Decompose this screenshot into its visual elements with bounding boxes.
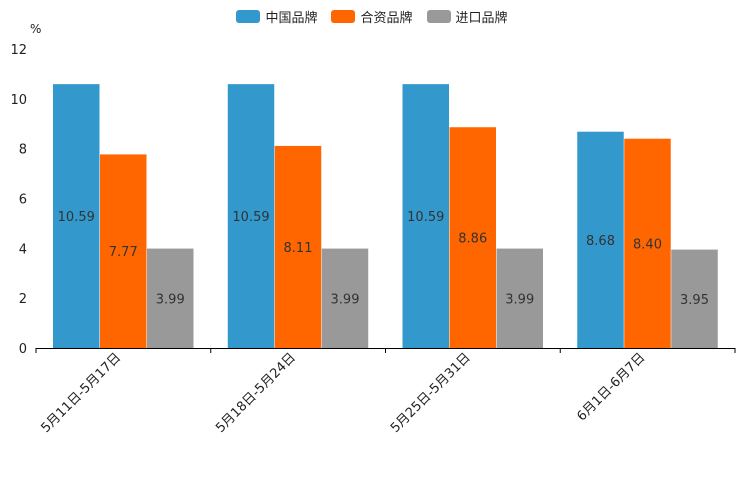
y-tick-label: 2	[19, 292, 27, 307]
y-tick-label: 6	[19, 193, 27, 208]
y-tick-label: 10	[10, 93, 27, 108]
legend-item-china-brand[interactable]: 中国品牌	[236, 7, 317, 26]
x-category-label: 5月18日-5月24日	[213, 350, 299, 436]
y-tick-label: 8	[19, 143, 27, 158]
bar[interactable]	[227, 84, 275, 348]
bar-value-label: 8.11	[284, 241, 313, 256]
bar[interactable]	[402, 84, 450, 348]
bar[interactable]	[53, 84, 100, 348]
bar[interactable]	[321, 248, 369, 348]
bar-value-label: 3.99	[505, 292, 534, 307]
legend-item-imported-brand[interactable]: 进口品牌	[426, 7, 508, 26]
legend-swatch-joint-venture-brand	[331, 10, 356, 23]
legend-label-imported-brand: 进口品牌	[455, 11, 508, 26]
y-tick-label: 4	[19, 242, 27, 257]
bar-value-label: 10.59	[58, 210, 95, 225]
y-tick-label: 12	[10, 43, 27, 58]
bar-value-label: 3.99	[156, 292, 185, 307]
legend-label-joint-venture-brand: 合资品牌	[360, 11, 413, 26]
bar[interactable]	[147, 248, 194, 348]
bar-value-label: 8.68	[586, 234, 615, 249]
bar[interactable]	[577, 131, 624, 348]
bar-value-label: 10.59	[232, 210, 269, 225]
x-category-label: 6月1日-6月7日	[574, 350, 648, 424]
bar[interactable]	[100, 154, 147, 348]
legend-label-china-brand: 中国品牌	[265, 11, 318, 26]
bar[interactable]	[496, 248, 544, 348]
x-category-label: 5月11日-5月17日	[38, 350, 124, 436]
bar-value-label: 3.95	[680, 293, 709, 308]
y-axis-unit-label: %	[30, 22, 42, 36]
bar[interactable]	[274, 145, 322, 348]
bar[interactable]	[449, 127, 497, 348]
bar[interactable]	[624, 138, 671, 348]
bar-value-label: 10.59	[407, 210, 444, 225]
bar-value-label: 7.77	[109, 245, 138, 260]
legend-item-joint-venture-brand[interactable]: 合资品牌	[331, 7, 413, 26]
bar-value-label: 3.99	[331, 292, 360, 307]
bar-value-label: 8.86	[458, 232, 487, 247]
legend-swatch-imported-brand	[426, 10, 451, 23]
y-tick-label: 0	[19, 342, 27, 357]
bar[interactable]	[671, 249, 718, 348]
legend: 中国品牌 合资品牌 进口品牌	[0, 7, 744, 26]
legend-swatch-china-brand	[236, 10, 261, 23]
bar-value-label: 8.40	[633, 237, 662, 252]
x-category-label: 5月25日-5月31日	[388, 350, 474, 436]
